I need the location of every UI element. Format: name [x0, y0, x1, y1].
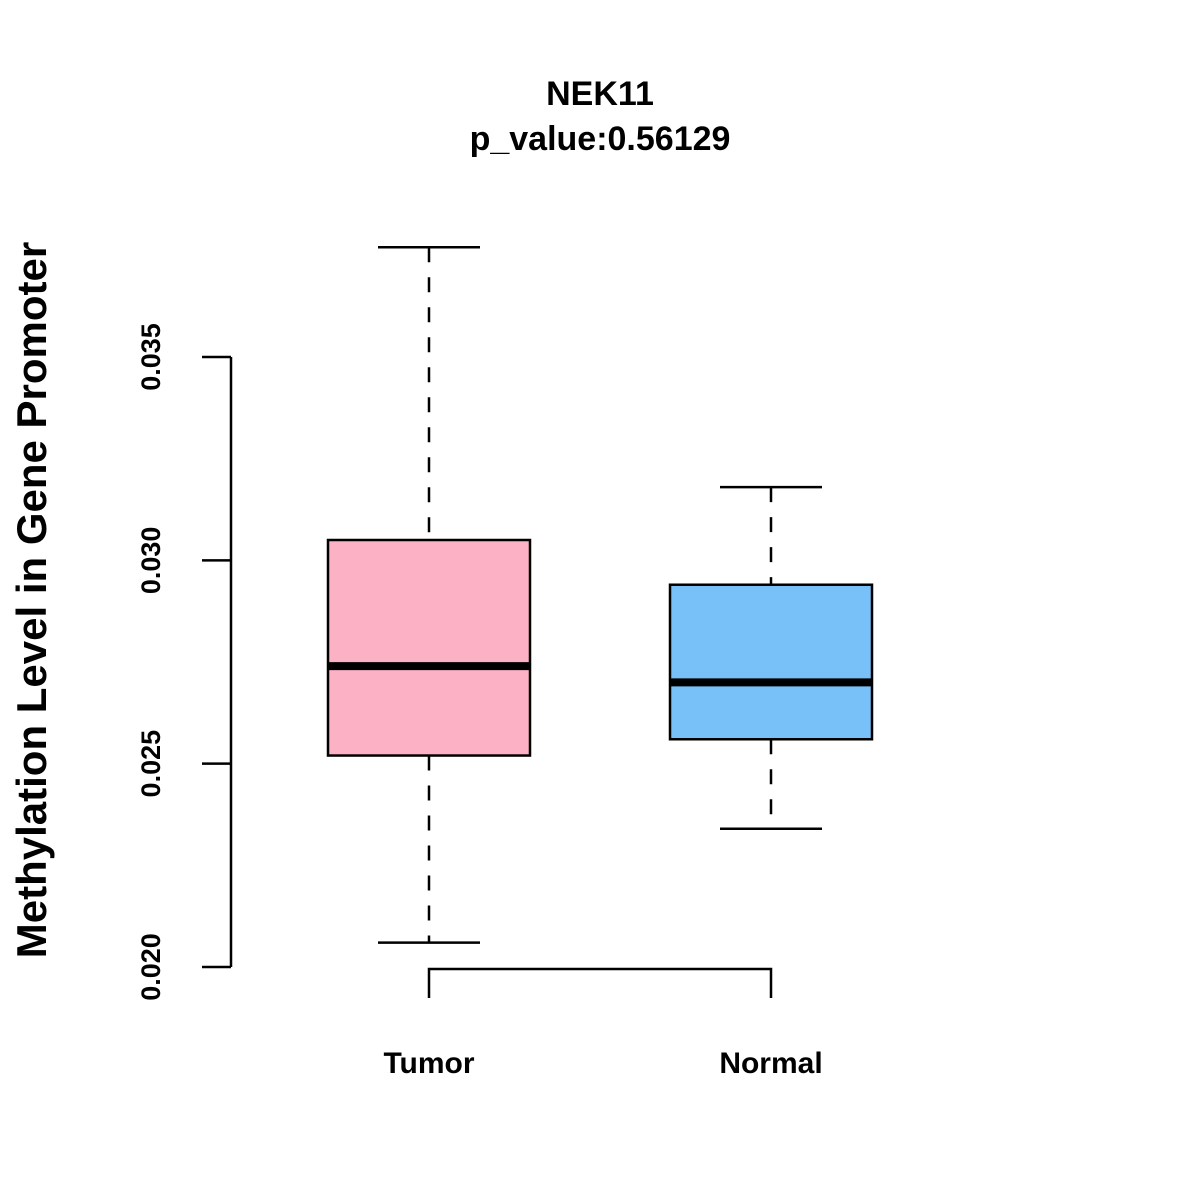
x-axis-bracket	[427, 967, 773, 998]
tumor-iqr-box	[326, 538, 532, 757]
chart-title: NEK11	[546, 75, 654, 113]
box-normal	[668, 485, 874, 830]
boxes-layer	[326, 245, 874, 944]
box-tumor	[326, 245, 532, 944]
y-axis-label: Methylation Level in Gene Promoter	[8, 242, 55, 958]
category-labels: Tumor Normal	[383, 1047, 822, 1080]
chart-subtitle: p_value:0.56129	[470, 120, 731, 158]
x-label-normal: Normal	[719, 1047, 822, 1080]
x-label-tumor: Tumor	[383, 1047, 474, 1080]
y-tick-label-0.030: 0.030	[136, 527, 166, 595]
y-tick-label-0.025: 0.025	[136, 730, 166, 798]
x-axis-line	[427, 967, 773, 998]
normal-iqr-box	[668, 583, 874, 741]
y-axis: 0.020 0.025 0.030 0.035	[136, 323, 233, 1001]
y-tick-label-0.020: 0.020	[136, 933, 166, 1001]
y-tick-label-0.035: 0.035	[136, 323, 166, 391]
